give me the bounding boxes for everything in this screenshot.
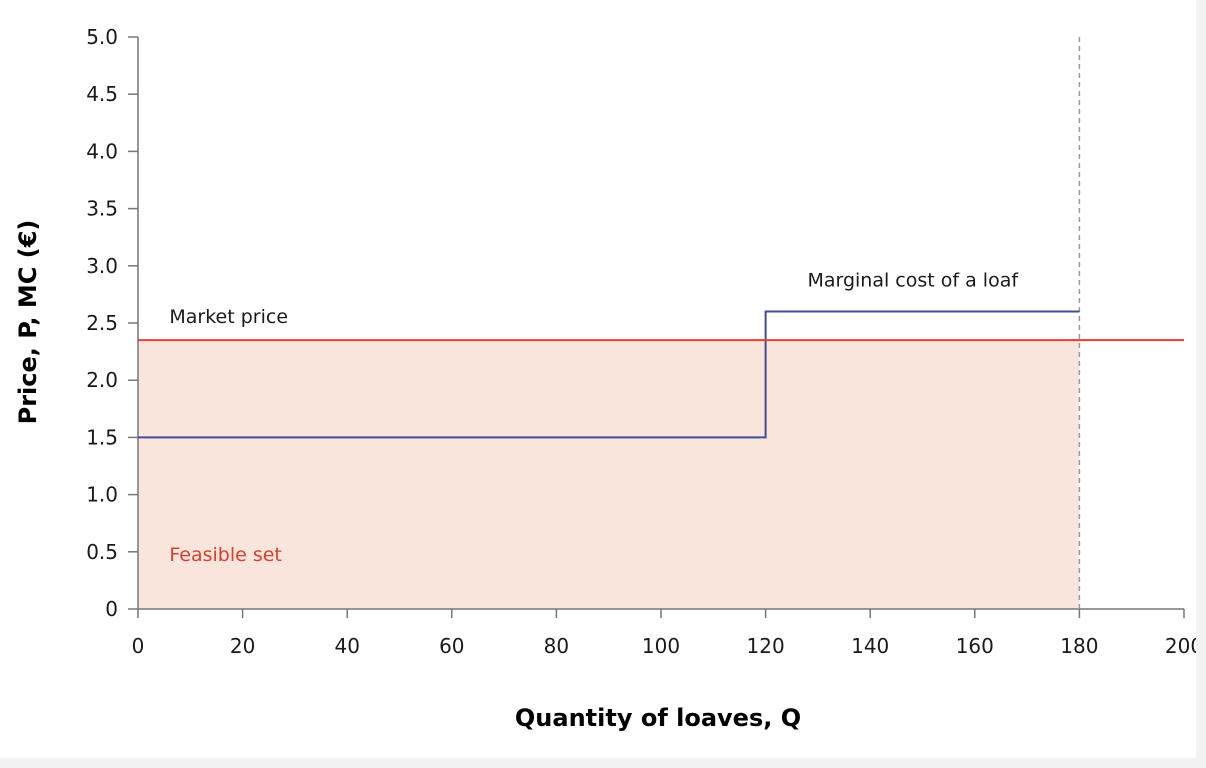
y-tick-label: 3.5 (86, 197, 118, 221)
feasible-set-area (138, 340, 1080, 609)
feasible-set-layer (138, 340, 1080, 609)
lines-layer (138, 37, 1184, 609)
marginal-cost-line (138, 310, 1080, 439)
y-tick-label: 2.0 (86, 368, 118, 392)
x-tick-label: 100 (642, 634, 680, 658)
x-tick-label: 40 (334, 634, 359, 658)
y-tick-label: 5.0 (86, 25, 118, 49)
x-tick-label: 160 (956, 634, 994, 658)
x-tick-label: 60 (439, 634, 464, 658)
x-tick-label: 80 (544, 634, 569, 658)
annotation-market-price: Market price (169, 306, 288, 328)
axes-layer (128, 36, 1185, 618)
x-tick-label: 0 (132, 634, 145, 658)
annotation-marginal-cost-of-a-loaf: Marginal cost of a loaf (807, 269, 1019, 291)
y-tick-label: 4.5 (86, 82, 118, 106)
bottom-border-band (0, 758, 1206, 768)
y-tick-label: 1.0 (86, 483, 118, 507)
x-tick-label: 140 (851, 634, 889, 658)
annotation-feasible-set: Feasible set (169, 544, 282, 566)
y-tick-label: 1.5 (86, 425, 118, 449)
y-tick-label: 4.0 (86, 139, 118, 163)
x-tick-label: 20 (230, 634, 255, 658)
y-axis-title: Price, P, MC (€) (14, 220, 42, 425)
x-tick-label: 180 (1060, 634, 1098, 658)
y-tick-label: 0.5 (86, 540, 118, 564)
x-axis-title: Quantity of loaves, Q (515, 704, 801, 732)
y-tick-label: 3.0 (86, 254, 118, 278)
x-tick-label: 120 (747, 634, 785, 658)
text-layer: Quantity of loaves, Q Price, P, MC (€) 0… (14, 25, 1203, 732)
y-tick-label: 2.5 (86, 311, 118, 335)
y-tick-label: 0 (105, 597, 118, 621)
right-border-band (1196, 0, 1206, 768)
